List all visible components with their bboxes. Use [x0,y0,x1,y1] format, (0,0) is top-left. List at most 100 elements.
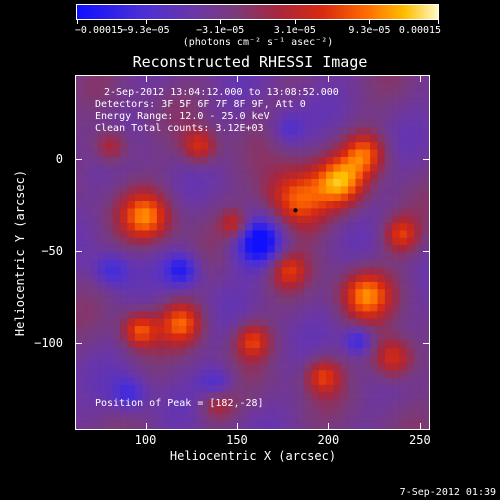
heatmap-cell [142,252,150,261]
heatmap-cell [193,112,202,121]
heatmap-cell [348,340,356,349]
heatmap-cell [245,318,253,327]
heatmap-cell [76,171,84,180]
heatmap-cell [274,348,283,356]
heatmap-cell [384,90,393,99]
heatmap-cell [318,105,327,114]
heatmap-cell [340,149,349,158]
heatmap-cell [348,267,356,275]
heatmap-cell [223,193,231,202]
heatmap-cell [421,193,429,202]
heatmap-cell [362,105,371,114]
heatmap-cell [83,281,91,290]
heatmap-cell [193,98,202,106]
heatmap-cell [171,142,180,150]
heatmap-cell [399,237,408,246]
heatmap-cell [230,83,239,91]
heatmap-cell [164,296,172,305]
heatmap-cell [414,164,422,172]
heatmap-cell [83,156,91,165]
heatmap-cell [193,303,202,312]
heatmap-cell [245,76,253,84]
heatmap-cell [215,281,224,290]
heatmap-cell [223,237,231,246]
heatmap-cell [370,149,378,158]
heatmap-cell [399,230,408,239]
heatmap-cell [267,193,275,202]
heatmap-cell [318,193,327,202]
heatmap-cell [259,208,268,217]
heatmap-cell [296,333,305,342]
heatmap-cell [76,83,84,91]
y-tick [76,250,82,252]
heatmap-cell [296,105,305,114]
heatmap-cell [355,164,364,172]
heatmap-cell [340,333,349,342]
heatmap-cell [348,245,356,253]
heatmap-cell [98,289,106,297]
heatmap-cell [245,193,253,202]
heatmap-cell [230,186,239,194]
heatmap-cell [333,127,342,136]
heatmap-cell [333,399,342,408]
heatmap-cell [384,406,393,415]
heatmap-cell [267,149,275,158]
heatmap-cell [120,127,128,136]
heatmap-cell [120,134,128,143]
heatmap-cell [127,274,136,283]
heatmap-cell [303,201,312,209]
heatmap-cell [98,105,106,114]
heatmap-cell [384,142,393,150]
heatmap-cell [274,355,283,364]
heatmap-cell [134,362,143,371]
heatmap-cell [340,355,349,364]
heatmap-cell [237,281,246,290]
heatmap-cell [178,76,187,84]
heatmap-cell [362,245,371,253]
heatmap-cell [83,149,91,158]
heatmap-cell [208,186,217,194]
heatmap-cell [215,156,224,165]
heatmap-cell [259,421,268,429]
heatmap-cell [171,90,180,99]
heatmap-cell [355,326,364,334]
heatmap-cell [318,274,327,283]
heatmap-cell [105,362,114,371]
heatmap-cell [90,208,99,217]
heatmap-cell [289,355,297,364]
heatmap-cell [215,421,224,429]
heatmap-cell [215,252,224,261]
heatmap-cell [186,142,194,150]
heatmap-cell [142,296,150,305]
heatmap-cell [296,296,305,305]
heatmap-cell [171,267,180,275]
heatmap-cell [289,83,297,91]
heatmap-cell [406,245,415,253]
heatmap-cell [414,178,422,187]
heatmap-cell [384,362,393,371]
heatmap-cell [76,296,84,305]
heatmap-cell [120,274,128,283]
heatmap-cell [156,186,165,194]
heatmap-cell [230,245,239,253]
heatmap-cell [171,370,180,378]
heatmap-cell [406,355,415,364]
heatmap-cell [318,171,327,180]
heatmap-cell [171,98,180,106]
heatmap-cell [98,120,106,128]
colorbar-label: −0.00015 [74,25,124,36]
heatmap-cell [267,171,275,180]
heatmap-cell [414,149,422,158]
heatmap-cell [326,230,334,239]
heatmap-cell [340,178,349,187]
heatmap-cell [90,414,99,422]
heatmap-cell [134,281,143,290]
heatmap-cell [414,421,422,429]
heatmap-cell [201,252,209,261]
heatmap-cell [326,326,334,334]
colorbar-tick [220,20,222,24]
heatmap-cell [208,399,217,408]
heatmap-cell [370,348,378,356]
heatmap-cell [406,406,415,415]
heatmap-cell [120,237,128,246]
